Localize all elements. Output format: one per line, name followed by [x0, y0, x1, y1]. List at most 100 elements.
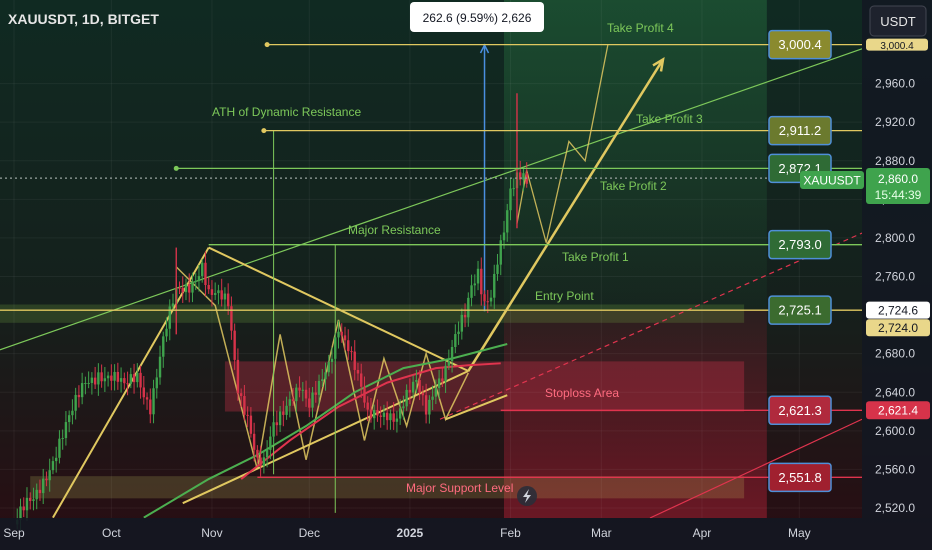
ath-anchor-dot — [261, 128, 267, 134]
x-tick-label: Feb — [500, 526, 521, 540]
candle-body — [265, 449, 269, 458]
candle-body — [298, 387, 301, 391]
candle-body — [522, 173, 525, 180]
candle-body — [330, 358, 334, 362]
candle-body — [415, 380, 418, 382]
candle-body — [51, 461, 55, 471]
candle-body — [282, 411, 285, 415]
projection-zigzag — [516, 44, 609, 243]
take-profit-3-label: Take Profit 3 — [636, 112, 703, 126]
candle-body — [97, 372, 100, 385]
candle-body — [239, 393, 243, 397]
candle-body — [142, 387, 145, 398]
channel-upper-line — [0, 48, 863, 351]
candle-body — [288, 399, 292, 406]
currency-button[interactable]: USDT — [869, 5, 927, 37]
candle-body — [499, 240, 502, 265]
x-tick-label: Apr — [693, 526, 712, 540]
candle-body — [444, 365, 447, 382]
level-tag-tp4: 3,000.4 — [778, 37, 821, 52]
candle-body — [220, 290, 223, 300]
candle-body — [441, 378, 444, 382]
candle-body — [350, 351, 353, 353]
time-scale-panel[interactable] — [0, 518, 932, 550]
lightning-icon[interactable] — [517, 486, 537, 506]
candle-body — [392, 413, 395, 422]
candle-body — [460, 314, 464, 332]
candle-body — [366, 402, 369, 410]
candle-body — [353, 351, 356, 370]
candle-body — [123, 378, 126, 384]
triangle-apex-line — [445, 394, 508, 421]
scale-tag-countdown: 15:44:39 — [875, 188, 922, 202]
candle-body — [372, 410, 376, 419]
candle-body — [194, 280, 197, 282]
candle-body — [256, 449, 259, 458]
ma-fast-line — [240, 362, 501, 480]
candle-body — [77, 394, 81, 398]
candle-body — [103, 378, 107, 382]
candle-body — [84, 382, 87, 384]
candle-body — [61, 438, 64, 440]
support-zone — [30, 476, 745, 499]
candle-body — [360, 373, 363, 387]
svg-text:262.6 (9.59%) 2,626: 262.6 (9.59%) 2,626 — [423, 11, 532, 25]
candle-body — [363, 386, 366, 403]
candle-body — [197, 276, 201, 281]
candle-body — [408, 389, 412, 393]
symbol-title: XAUUSDT, 1D, BITGET — [8, 11, 159, 27]
scale-tag-symbol: XAUUSDT — [803, 174, 861, 188]
candle-body — [126, 383, 129, 385]
candle-body — [437, 378, 441, 389]
candle-body — [454, 334, 457, 347]
level-tag-entry: 2,725.1 — [778, 303, 821, 318]
price-scale-panel[interactable] — [862, 0, 932, 518]
candle-body — [467, 297, 470, 318]
candle-body — [207, 285, 210, 290]
ma-slow-line — [143, 343, 508, 519]
candle-body — [223, 293, 227, 300]
level-tag-stoploss-box — [768, 395, 832, 426]
y-tick-label: 2,960.0 — [875, 77, 915, 91]
candle-body — [321, 379, 324, 381]
target-zone — [503, 0, 767, 311]
candle-body — [64, 422, 68, 439]
level-tag-resistance-box — [768, 229, 832, 260]
triangle-lower-line — [182, 370, 469, 505]
candle-body — [434, 388, 438, 397]
level-tag-support-box — [768, 462, 832, 493]
scale-tag-current-price: 2,860.0 — [878, 172, 918, 186]
candle-body — [136, 372, 139, 383]
candle-body — [158, 356, 162, 378]
measure-tooltip: 262.6 (9.59%) 2,626 — [410, 2, 544, 32]
triangle-upper-line — [208, 246, 469, 372]
take-profit-4-label: Take Profit 4 — [607, 21, 674, 35]
major-resistance-label: Major Resistance — [348, 223, 441, 237]
y-tick-label: 2,520.0 — [875, 501, 915, 515]
candle-body — [32, 499, 35, 501]
candle-body — [233, 330, 236, 360]
x-tick-label: Dec — [299, 526, 320, 540]
candle-body — [38, 489, 42, 494]
y-tick-label: 2,760.0 — [875, 270, 915, 284]
candle-body — [470, 285, 473, 298]
drawings-layer — [0, 43, 863, 519]
channel-mid-dashed-line — [439, 232, 863, 420]
candle-body — [275, 422, 279, 426]
candle-body — [385, 412, 389, 421]
candle-body — [162, 336, 165, 357]
candle-body — [171, 303, 175, 307]
candle-body — [389, 413, 392, 421]
level-tag-support: 2,551.8 — [778, 470, 821, 485]
candle-body — [304, 389, 308, 399]
scale-tag-stop: 2,621.4 — [878, 404, 918, 418]
candle-body — [226, 293, 230, 307]
scale-tag-tp4-box — [866, 38, 928, 51]
candle-body — [74, 394, 77, 411]
scale-tag-entry-b: 2,724.0 — [878, 321, 918, 335]
x-tick-label: Nov — [201, 526, 222, 540]
candle-body — [424, 395, 428, 415]
candle-body — [480, 268, 483, 295]
candle-body — [25, 497, 29, 511]
